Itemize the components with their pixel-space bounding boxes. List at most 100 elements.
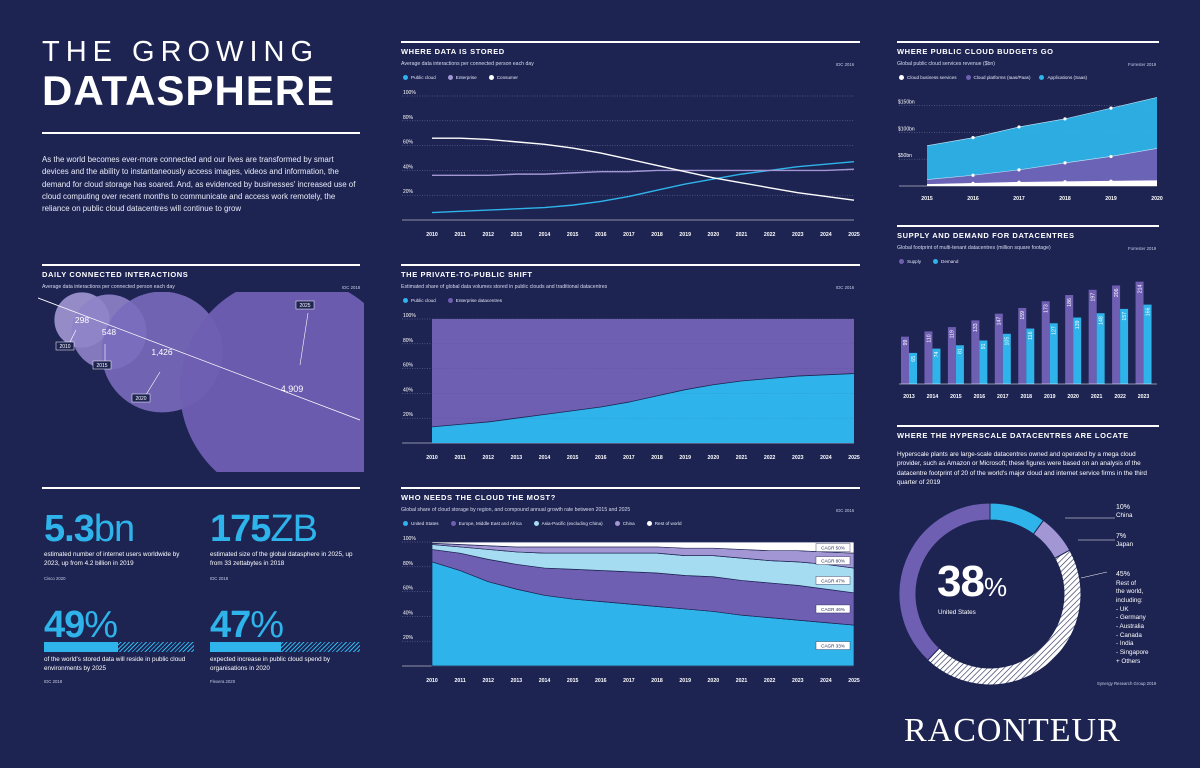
shift-x-tick-label: 2022 — [764, 455, 776, 461]
budgets-legend-label: Cloud platforms (Iaas/Paas) — [973, 75, 1031, 80]
budgets-source: Forrester 2019 — [1128, 62, 1157, 67]
stored-y-tick-label: 60% — [403, 140, 414, 146]
needs-y-tick-label: 40% — [403, 610, 414, 616]
supply-x-tick-label: 2021 — [1091, 394, 1103, 400]
budgets-rule — [897, 41, 1159, 43]
supply-x-tick-label: 2014 — [927, 394, 939, 400]
supply-legend: Supply Demand — [899, 259, 958, 264]
needs-legend: United States Europe, Middle East and Afr… — [403, 521, 682, 526]
hyperscale-us-label: United States — [938, 609, 976, 616]
shift-x-tick-label: 2011 — [455, 455, 466, 461]
shift-boundary-line — [431, 373, 855, 428]
budgets-area — [927, 148, 1157, 186]
supply-rule — [897, 225, 1159, 227]
shift-area-public — [432, 373, 854, 443]
bubble-trend-line — [38, 297, 361, 421]
needs-legend-dot — [533, 521, 539, 526]
shift-y-tick-label: 100% — [403, 313, 416, 319]
stored-x-tick-label: 2012 — [482, 232, 494, 238]
needs-x-tick-label: 2023 — [792, 678, 804, 684]
supply-bar — [971, 320, 980, 384]
needs-x-tick-label: 2016 — [595, 678, 607, 684]
stored-x-tick-label: 2016 — [595, 232, 607, 238]
supply-value-label: 197 — [1090, 293, 1096, 302]
stat-users-desc: estimated number of internet users world… — [44, 551, 180, 567]
supply-legend-item: Supply — [899, 259, 921, 264]
shift-x-tick-label: 2023 — [792, 455, 804, 461]
supply-value-label: 65 — [911, 356, 917, 362]
supply-value-label: 127 — [1052, 326, 1058, 335]
stored-title: WHERE DATA IS STORED — [401, 47, 505, 56]
needs-legend-label: Europe, Middle East and Africa — [458, 521, 522, 526]
needs-x-tick-label: 2010 — [426, 678, 438, 684]
supply-bar — [1112, 285, 1121, 384]
stored-series-line — [432, 168, 855, 177]
budgets-point — [1063, 161, 1067, 165]
stat-public-cloud-value: 49% — [44, 604, 118, 646]
donut-slice — [989, 502, 1045, 535]
stat-public-cloud-bar — [44, 642, 194, 652]
supply-bar — [1041, 301, 1050, 384]
needs-x-tick-label: 2013 — [511, 678, 523, 684]
supply-bar — [1096, 313, 1105, 384]
stored-rule — [401, 41, 860, 43]
supply-bar — [955, 345, 964, 384]
needs-legend-item: Rest of world — [646, 521, 682, 526]
needs-x-tick-label: 2020 — [708, 678, 720, 684]
stat-users-source: Cisco 2020 — [44, 576, 66, 581]
supply-legend-dot — [933, 259, 939, 264]
supply-bar — [909, 352, 917, 384]
needs-source: IDC 2016 — [836, 508, 855, 513]
supply-value-label: 119 — [950, 330, 956, 338]
supply-value-label: 105 — [1005, 337, 1011, 346]
budgets-point — [1017, 180, 1021, 184]
shift-x-tick-label: 2015 — [567, 455, 579, 461]
stat-users-value: 5.3bn — [44, 508, 135, 550]
shift-legend-item: Enterprise datacentres — [447, 298, 502, 303]
needs-cagr-box — [815, 556, 851, 565]
supply-value-label: 186 — [1067, 298, 1073, 307]
supply-bar-chart: 99 65 2013 110 74 2014 119 81 2015 133 91 2016 147 10… — [899, 281, 1157, 400]
needs-x-tick-label: 2022 — [764, 678, 776, 684]
stat-spend-desc: expected increase in public cloud spend … — [210, 656, 331, 672]
shift-rule — [401, 264, 860, 266]
needs-x-tick-label: 2019 — [679, 678, 691, 684]
budgets-point — [1109, 106, 1113, 110]
daily-rule — [42, 264, 360, 266]
budgets-x-tick-label: 2017 — [1013, 196, 1025, 202]
stored-legend-dot — [488, 75, 494, 80]
stored-y-tick-label: 20% — [403, 189, 414, 195]
stored-x-tick-label: 2018 — [651, 232, 663, 238]
stat-datasphere-value: 175ZB — [210, 508, 318, 550]
stored-legend-item: Public cloud — [403, 75, 436, 80]
supply-value-label: 147 — [997, 317, 1003, 326]
budgets-area — [927, 180, 1157, 186]
needs-y-tick-label: 60% — [403, 586, 414, 592]
needs-cagr-box — [815, 641, 851, 650]
supply-x-tick-label: 2015 — [950, 394, 962, 400]
budgets-y-tick-label: $100bn — [898, 126, 915, 132]
budgets-x-tick-label: 2019 — [1105, 196, 1117, 202]
shift-x-tick-label: 2021 — [736, 455, 748, 461]
donut-leader-rest — [1080, 571, 1108, 579]
needs-area-band — [431, 541, 855, 554]
supply-bar — [1143, 304, 1152, 384]
shift-x-tick-label: 2010 — [426, 455, 438, 461]
supply-bar — [1002, 333, 1011, 384]
supply-x-tick-label: 2016 — [974, 394, 986, 400]
shift-x-tick-label: 2016 — [595, 455, 607, 461]
donut-slice — [898, 502, 991, 662]
supply-bar — [1135, 281, 1144, 384]
supply-value-label: 91 — [981, 343, 987, 349]
needs-cagr-box — [815, 604, 851, 614]
budgets-point — [1063, 180, 1067, 184]
needs-legend-dot — [450, 521, 456, 526]
needs-legend-item: Europe, Middle East and Africa — [450, 521, 522, 526]
budgets-point — [971, 173, 975, 177]
bubble-value-label: 548 — [102, 327, 116, 337]
needs-cagr-box — [815, 543, 851, 552]
intro-text: As the world becomes ever-more connected… — [42, 155, 356, 213]
daily-subtitle: Average data interactions per connected … — [42, 284, 175, 290]
shift-x-tick-label: 2020 — [708, 455, 720, 461]
stored-x-tick-label: 2021 — [736, 232, 748, 238]
